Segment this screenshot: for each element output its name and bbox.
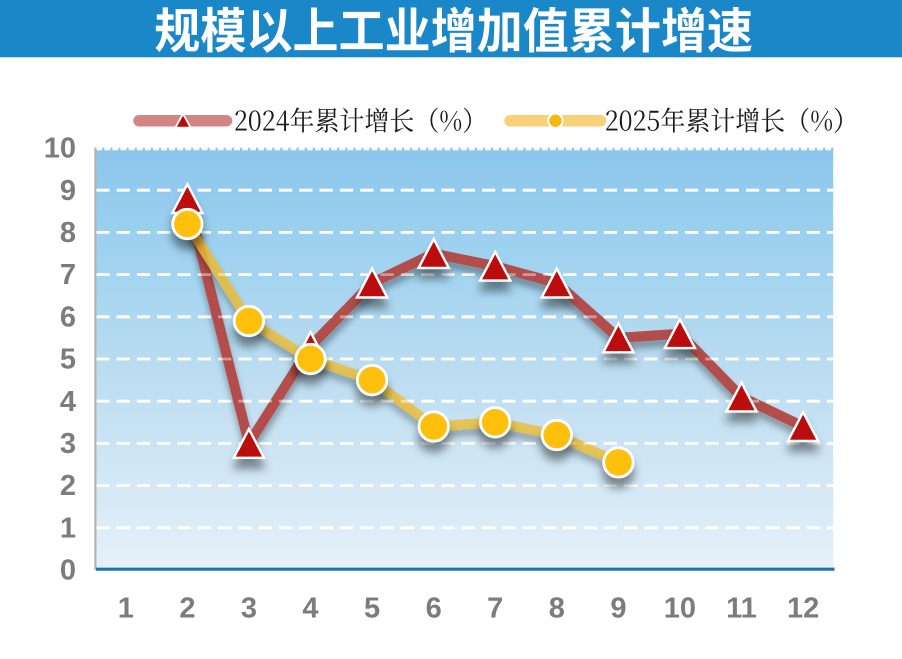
svg-text:3: 3 — [241, 592, 257, 624]
svg-text:10: 10 — [664, 592, 696, 624]
svg-text:7: 7 — [60, 259, 76, 291]
svg-text:9: 9 — [60, 175, 76, 207]
svg-text:4: 4 — [302, 592, 318, 624]
svg-text:0: 0 — [60, 555, 76, 587]
svg-text:2: 2 — [179, 592, 195, 624]
svg-text:8: 8 — [60, 217, 76, 249]
svg-text:3: 3 — [60, 428, 76, 460]
svg-text:6: 6 — [60, 301, 76, 333]
svg-text:6: 6 — [426, 592, 442, 624]
svg-text:7: 7 — [487, 592, 503, 624]
svg-text:5: 5 — [364, 592, 380, 624]
svg-text:1: 1 — [118, 592, 134, 624]
svg-text:11: 11 — [726, 592, 757, 624]
svg-text:12: 12 — [787, 592, 819, 624]
svg-text:5: 5 — [60, 344, 76, 376]
svg-text:2: 2 — [60, 470, 76, 502]
svg-text:4: 4 — [60, 386, 76, 418]
svg-text:8: 8 — [549, 592, 565, 624]
svg-text:9: 9 — [610, 592, 626, 624]
svg-text:10: 10 — [44, 133, 76, 165]
svg-text:1: 1 — [60, 512, 76, 544]
